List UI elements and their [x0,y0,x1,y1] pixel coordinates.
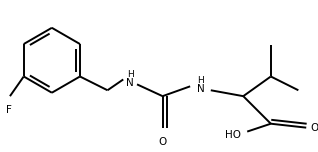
Text: O: O [310,123,318,133]
Text: F: F [6,105,12,115]
Text: H: H [127,70,134,79]
Text: H: H [197,76,204,85]
Text: N: N [126,78,134,88]
Text: HO: HO [225,130,241,140]
Text: O: O [158,136,167,147]
Text: N: N [197,84,205,94]
